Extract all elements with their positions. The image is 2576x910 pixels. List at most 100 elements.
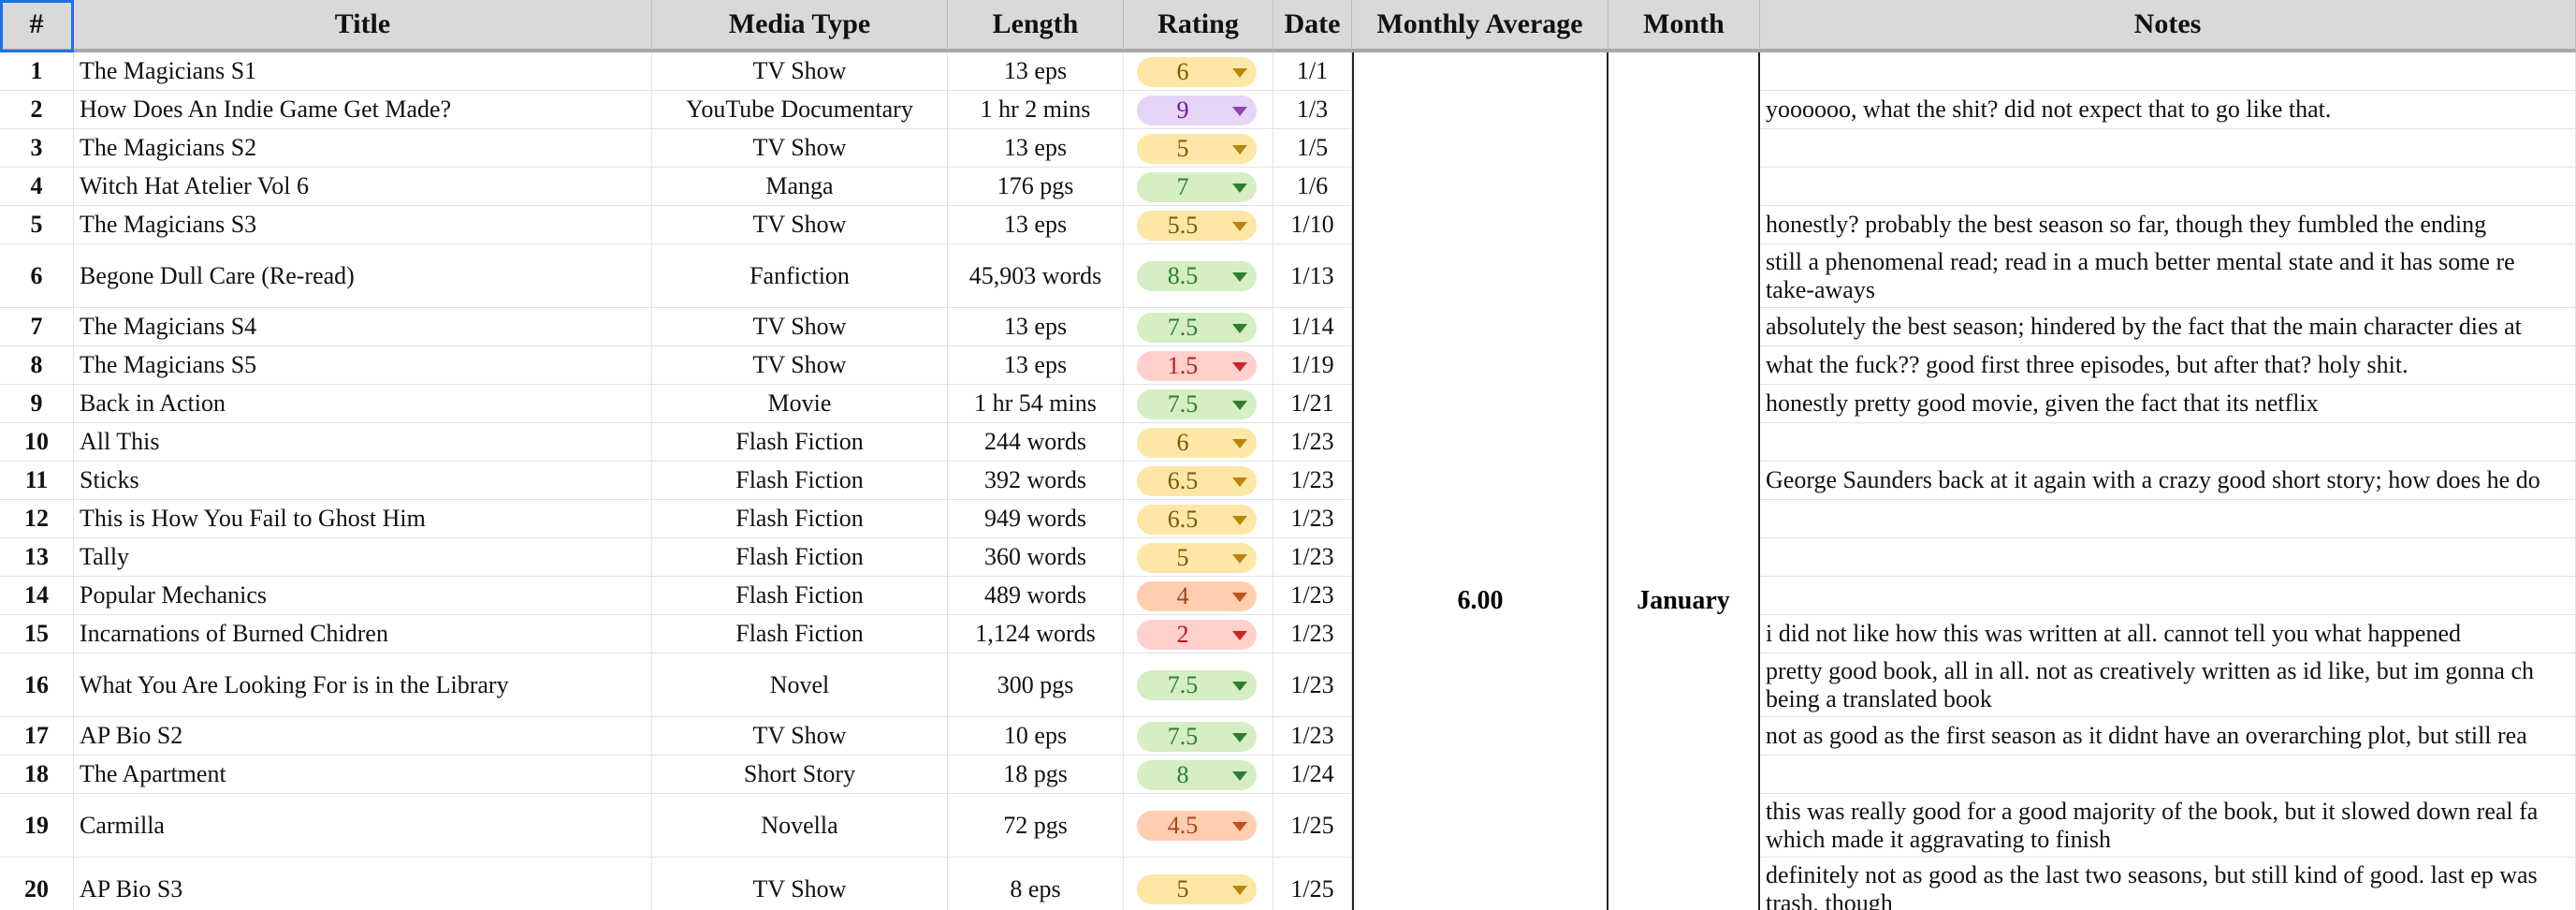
row-number[interactable]: 1 xyxy=(0,52,74,91)
row-number[interactable]: 18 xyxy=(0,756,74,794)
rating-chip[interactable]: 5 xyxy=(1137,874,1257,904)
title-cell[interactable]: Incarnations of Burned Chidren xyxy=(74,615,652,653)
media-cell[interactable]: TV Show xyxy=(652,52,948,91)
notes-cell[interactable] xyxy=(1760,129,2576,168)
rating-chip[interactable]: 7.5 xyxy=(1137,721,1257,752)
column-header[interactable]: Monthly Average xyxy=(1352,0,1608,52)
date-cell[interactable]: 1/25 xyxy=(1273,858,1352,910)
length-cell[interactable]: 13 eps xyxy=(948,206,1124,244)
notes-cell[interactable] xyxy=(1760,168,2576,206)
rating-cell[interactable]: 7 xyxy=(1124,168,1273,206)
dropdown-arrow[interactable] xyxy=(1232,886,1247,895)
rating-cell[interactable]: 5 xyxy=(1124,129,1273,168)
title-cell[interactable]: This is How You Fail to Ghost Him xyxy=(74,500,652,538)
rating-chip[interactable]: 6 xyxy=(1137,427,1257,458)
selected-cell[interactable] xyxy=(0,0,74,52)
rating-cell[interactable]: 8 xyxy=(1124,756,1273,794)
media-cell[interactable]: Flash Fiction xyxy=(652,538,948,577)
title-cell[interactable]: Popular Mechanics xyxy=(74,577,652,615)
notes-cell[interactable]: what the fuck?? good first three episode… xyxy=(1760,346,2576,385)
dropdown-arrow[interactable] xyxy=(1232,732,1247,742)
date-cell[interactable]: 1/23 xyxy=(1273,653,1352,717)
notes-cell[interactable]: this was really good for a good majority… xyxy=(1760,794,2576,858)
length-cell[interactable]: 392 words xyxy=(948,462,1124,500)
length-cell[interactable]: 18 pgs xyxy=(948,756,1124,794)
date-cell[interactable]: 1/6 xyxy=(1273,168,1352,206)
length-cell[interactable]: 1 hr 2 mins xyxy=(948,91,1124,129)
rating-chip[interactable]: 4.5 xyxy=(1137,811,1257,841)
date-cell[interactable]: 1/19 xyxy=(1273,346,1352,385)
notes-cell[interactable]: still a phenomenal read; read in a much … xyxy=(1760,244,2576,308)
title-cell[interactable]: How Does An Indie Game Get Made? xyxy=(74,91,652,129)
dropdown-arrow[interactable] xyxy=(1232,630,1247,640)
media-cell[interactable]: TV Show xyxy=(652,129,948,168)
notes-cell[interactable]: honestly? probably the best season so fa… xyxy=(1760,206,2576,244)
length-cell[interactable]: 1,124 words xyxy=(948,615,1124,653)
media-cell[interactable]: YouTube Documentary xyxy=(652,91,948,129)
rating-chip[interactable]: 7.5 xyxy=(1137,389,1257,419)
date-cell[interactable]: 1/23 xyxy=(1273,500,1352,538)
date-cell[interactable]: 1/13 xyxy=(1273,244,1352,308)
notes-cell[interactable]: not as good as the first season as it di… xyxy=(1760,717,2576,756)
media-cell[interactable]: TV Show xyxy=(652,858,948,910)
media-cell[interactable]: Novella xyxy=(652,794,948,858)
dropdown-arrow[interactable] xyxy=(1232,361,1247,372)
row-number[interactable]: 10 xyxy=(0,423,74,462)
rating-chip[interactable]: 1.5 xyxy=(1137,350,1257,381)
notes-cell[interactable]: pretty good book, all in all. not as cre… xyxy=(1760,653,2576,717)
title-cell[interactable]: AP Bio S2 xyxy=(74,717,652,756)
rating-chip[interactable]: 5 xyxy=(1137,542,1257,573)
column-header[interactable]: Title xyxy=(74,0,652,52)
media-cell[interactable]: Movie xyxy=(652,385,948,423)
media-cell[interactable]: Short Story xyxy=(652,756,948,794)
rating-cell[interactable]: 6.5 xyxy=(1124,500,1273,538)
length-cell[interactable]: 8 eps xyxy=(948,858,1124,910)
date-cell[interactable]: 1/23 xyxy=(1273,423,1352,462)
date-cell[interactable]: 1/23 xyxy=(1273,615,1352,653)
media-cell[interactable]: Novel xyxy=(652,653,948,717)
monthly-average-cell[interactable]: 6.00 xyxy=(1352,52,1608,910)
title-cell[interactable]: The Apartment xyxy=(74,756,652,794)
rating-chip[interactable]: 2 xyxy=(1137,619,1257,650)
dropdown-arrow[interactable] xyxy=(1232,400,1247,410)
notes-cell[interactable] xyxy=(1760,756,2576,794)
media-cell[interactable]: TV Show xyxy=(652,206,948,244)
notes-cell[interactable]: yoooooo, what the shit? did not expect t… xyxy=(1760,91,2576,129)
date-cell[interactable]: 1/21 xyxy=(1273,385,1352,423)
media-cell[interactable]: Fanfiction xyxy=(652,244,948,308)
title-cell[interactable]: Back in Action xyxy=(74,385,652,423)
title-cell[interactable]: Carmilla xyxy=(74,794,652,858)
rating-cell[interactable]: 5 xyxy=(1124,858,1273,910)
dropdown-arrow[interactable] xyxy=(1232,221,1247,231)
title-cell[interactable]: The Magicians S1 xyxy=(74,52,652,91)
row-number[interactable]: 16 xyxy=(0,653,74,717)
row-number[interactable]: 11 xyxy=(0,462,74,500)
rating-cell[interactable]: 7.5 xyxy=(1124,717,1273,756)
length-cell[interactable]: 244 words xyxy=(948,423,1124,462)
row-number[interactable]: 6 xyxy=(0,244,74,308)
row-number[interactable]: 15 xyxy=(0,615,74,653)
title-cell[interactable]: The Magicians S3 xyxy=(74,206,652,244)
rating-cell[interactable]: 4.5 xyxy=(1124,794,1273,858)
media-cell[interactable]: Flash Fiction xyxy=(652,462,948,500)
row-number[interactable]: 12 xyxy=(0,500,74,538)
title-cell[interactable]: The Magicians S2 xyxy=(74,129,652,168)
notes-cell[interactable] xyxy=(1760,538,2576,577)
media-cell[interactable]: TV Show xyxy=(652,308,948,346)
media-cell[interactable]: Flash Fiction xyxy=(652,615,948,653)
dropdown-arrow[interactable] xyxy=(1232,67,1247,78)
rating-chip[interactable]: 8 xyxy=(1137,759,1257,790)
row-number[interactable]: 2 xyxy=(0,91,74,129)
media-cell[interactable]: Flash Fiction xyxy=(652,577,948,615)
rating-cell[interactable]: 7.5 xyxy=(1124,385,1273,423)
rating-cell[interactable]: 8.5 xyxy=(1124,244,1273,308)
notes-cell[interactable]: George Saunders back at it again with a … xyxy=(1760,462,2576,500)
length-cell[interactable]: 10 eps xyxy=(948,717,1124,756)
length-cell[interactable]: 45,903 words xyxy=(948,244,1124,308)
dropdown-arrow[interactable] xyxy=(1232,183,1247,193)
rating-cell[interactable]: 5 xyxy=(1124,538,1273,577)
row-number[interactable]: 5 xyxy=(0,206,74,244)
length-cell[interactable]: 489 words xyxy=(948,577,1124,615)
rating-cell[interactable]: 7.5 xyxy=(1124,653,1273,717)
media-cell[interactable]: Flash Fiction xyxy=(652,500,948,538)
